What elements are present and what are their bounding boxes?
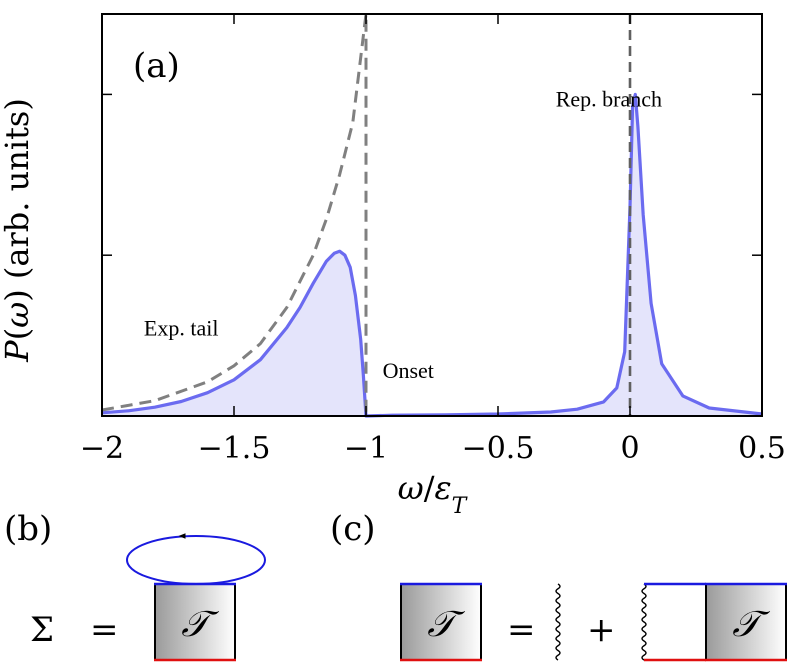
t-matrix-box-rhs bbox=[705, 583, 787, 661]
annotation-rep-branch: Rep. branch bbox=[556, 86, 662, 111]
plus-sign: + bbox=[587, 610, 616, 650]
interaction-line bbox=[555, 583, 561, 661]
panel-label-b: (b) bbox=[4, 509, 52, 549]
sigma-symbol: Σ bbox=[30, 610, 54, 650]
x-tick-label: −0.5 bbox=[462, 431, 535, 466]
y-axis-label: P(ω) (arb. units) bbox=[0, 98, 36, 363]
x-tick-label: 0 bbox=[620, 431, 639, 466]
x-tick-label: 0.5 bbox=[738, 431, 786, 466]
hartree-loop bbox=[126, 535, 266, 585]
equals-sign-b: = bbox=[90, 610, 119, 650]
diagram-self-energy: (b) Σ = 𝒯 bbox=[4, 509, 266, 662]
equals-sign-c: = bbox=[507, 610, 536, 650]
panel-label-c: (c) bbox=[330, 509, 376, 549]
t-matrix-box-lhs bbox=[400, 583, 482, 661]
x-tick-label: −1.5 bbox=[198, 431, 271, 466]
x-tick-label: −2 bbox=[80, 431, 124, 466]
x-tick-label: −1 bbox=[344, 431, 388, 466]
plot-frame bbox=[101, 13, 763, 417]
annotation-exp-tail: Exp. tail bbox=[144, 316, 219, 341]
interaction-line-ladder bbox=[641, 583, 647, 661]
panel-label-a: (a) bbox=[133, 46, 180, 86]
dashed-envelope-line bbox=[101, 12, 368, 416]
spectral-function-chart: −2−1.5−1−0.500.5 Att. branchRep. branchE… bbox=[0, 12, 786, 519]
diagram-t-matrix-equation: (c) 𝒯 = + 𝒯 bbox=[330, 509, 787, 662]
annotation-onset: Onset bbox=[383, 358, 434, 383]
x-axis-label: ω/εT bbox=[398, 469, 469, 519]
